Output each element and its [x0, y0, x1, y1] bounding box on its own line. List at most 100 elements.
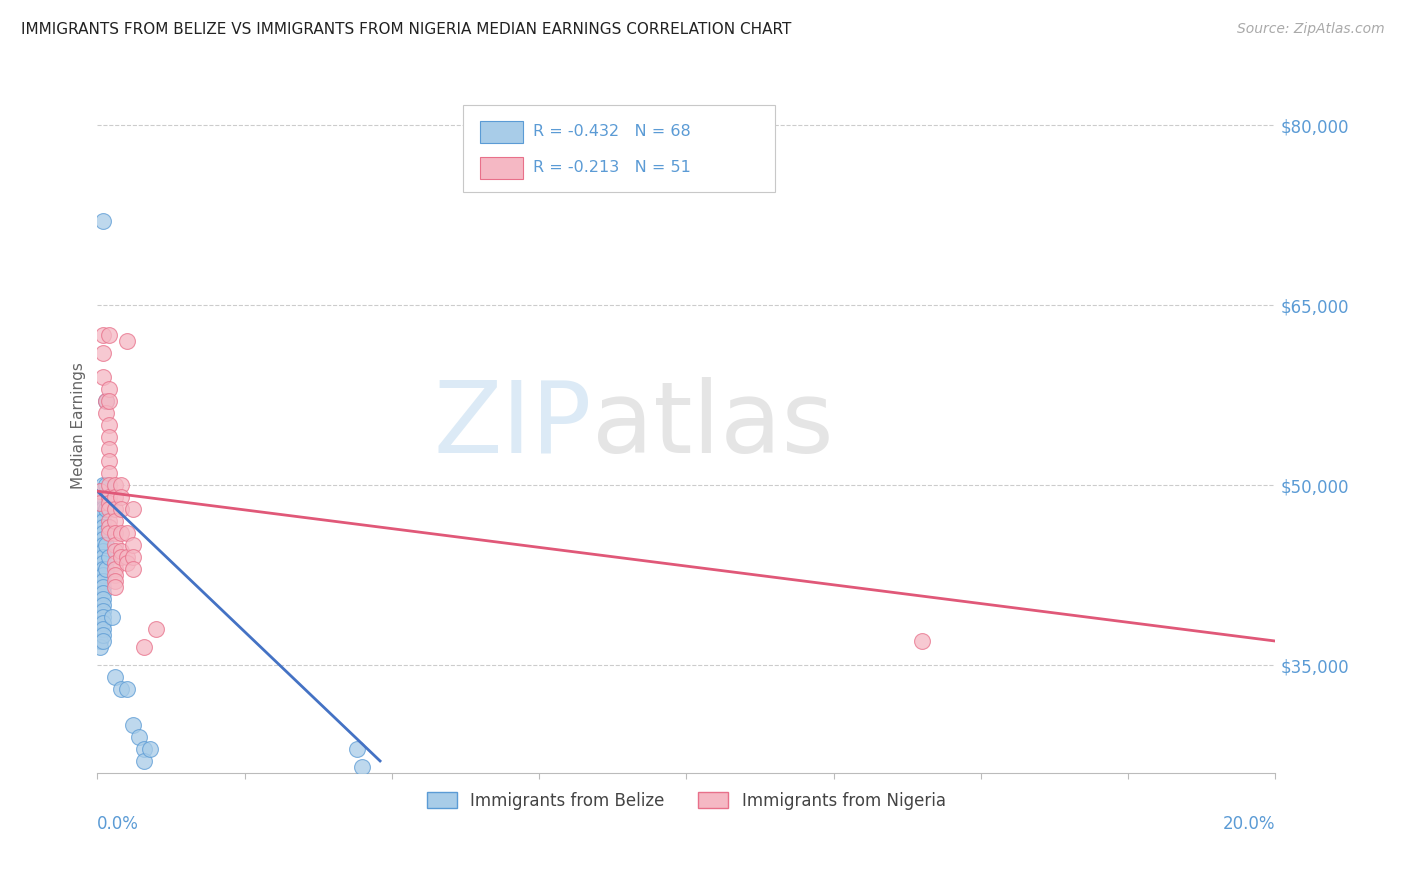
Point: [91, 592, 114, 607]
Point: [98, 496, 121, 510]
Point: [104, 580, 127, 594]
Point: [89, 640, 111, 654]
Point: [346, 742, 368, 756]
Point: [98, 520, 121, 534]
Point: [115, 550, 138, 565]
Point: [89, 598, 111, 612]
Point: [98, 502, 121, 516]
Point: [101, 610, 124, 624]
Point: [89, 604, 111, 618]
Point: [89, 520, 111, 534]
Point: [89, 490, 111, 504]
Point: [121, 718, 143, 732]
Point: [91, 610, 114, 624]
Point: [91, 502, 114, 516]
Point: [352, 760, 374, 774]
Text: 0.0%: 0.0%: [97, 815, 139, 833]
Point: [911, 634, 934, 648]
Point: [98, 382, 121, 396]
Point: [89, 628, 111, 642]
Text: atlas: atlas: [592, 376, 834, 474]
Point: [91, 634, 114, 648]
Point: [104, 562, 127, 576]
Point: [91, 514, 114, 528]
Point: [91, 622, 114, 636]
Point: [91, 328, 114, 343]
Point: [104, 568, 127, 582]
Point: [110, 681, 132, 696]
Point: [96, 562, 118, 576]
Point: [96, 538, 118, 552]
Point: [128, 730, 150, 744]
Point: [134, 742, 156, 756]
Point: [96, 394, 118, 409]
Text: R = -0.432   N = 68: R = -0.432 N = 68: [533, 124, 690, 139]
Point: [91, 580, 114, 594]
Point: [91, 490, 114, 504]
Point: [98, 514, 121, 528]
Point: [89, 562, 111, 576]
Point: [110, 490, 132, 504]
Point: [96, 394, 118, 409]
Point: [89, 586, 111, 600]
Point: [89, 508, 111, 523]
Point: [98, 328, 121, 343]
Point: [89, 484, 111, 499]
Point: [91, 526, 114, 541]
Point: [98, 550, 121, 565]
Point: [91, 370, 114, 384]
Point: [91, 550, 114, 565]
Text: IMMIGRANTS FROM BELIZE VS IMMIGRANTS FROM NIGERIA MEDIAN EARNINGS CORRELATION CH: IMMIGRANTS FROM BELIZE VS IMMIGRANTS FRO…: [21, 22, 792, 37]
Point: [89, 526, 111, 541]
Point: [104, 574, 127, 588]
Point: [89, 538, 111, 552]
Point: [89, 610, 111, 624]
Point: [89, 574, 111, 588]
Point: [96, 502, 118, 516]
Point: [98, 526, 121, 541]
Text: ZIP: ZIP: [433, 376, 592, 474]
Point: [89, 622, 111, 636]
Point: [89, 544, 111, 558]
Point: [145, 622, 167, 636]
Point: [98, 478, 121, 492]
Point: [110, 478, 132, 492]
Point: [91, 604, 114, 618]
Point: [89, 532, 111, 546]
Point: [89, 550, 111, 565]
Point: [91, 478, 114, 492]
Point: [91, 568, 114, 582]
Point: [121, 550, 143, 565]
Point: [98, 490, 121, 504]
Point: [89, 556, 111, 570]
Point: [115, 526, 138, 541]
Point: [115, 681, 138, 696]
Point: [104, 514, 127, 528]
Point: [89, 502, 111, 516]
Point: [89, 514, 111, 528]
Text: 20.0%: 20.0%: [1223, 815, 1275, 833]
Point: [91, 574, 114, 588]
Legend: Immigrants from Belize, Immigrants from Nigeria: Immigrants from Belize, Immigrants from …: [420, 786, 952, 817]
FancyBboxPatch shape: [481, 157, 523, 179]
Point: [134, 754, 156, 768]
Point: [104, 478, 127, 492]
Point: [139, 742, 162, 756]
Point: [91, 598, 114, 612]
Point: [98, 430, 121, 444]
Point: [104, 490, 127, 504]
Point: [134, 640, 156, 654]
Point: [121, 562, 143, 576]
Point: [91, 346, 114, 360]
Point: [110, 544, 132, 558]
Point: [115, 334, 138, 349]
Point: [91, 562, 114, 576]
Point: [91, 556, 114, 570]
Point: [104, 526, 127, 541]
Point: [98, 418, 121, 433]
Point: [96, 478, 118, 492]
Point: [121, 502, 143, 516]
Point: [89, 580, 111, 594]
Point: [89, 592, 111, 607]
Point: [91, 628, 114, 642]
